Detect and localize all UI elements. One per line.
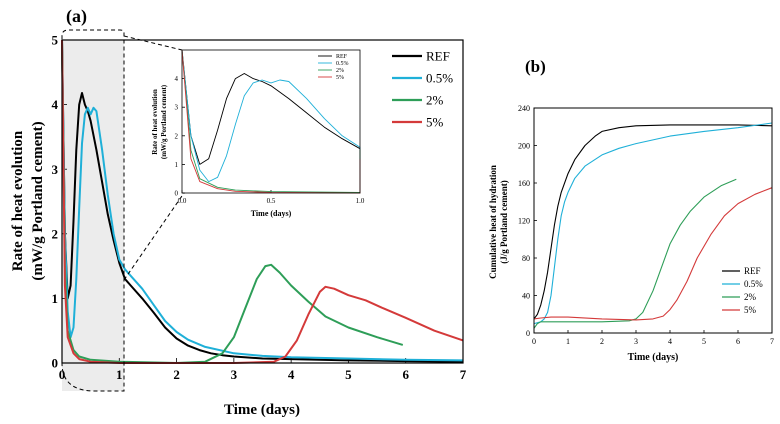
panel-a-series-5pct <box>61 39 464 364</box>
panel-b-ytick-label: 200 <box>518 141 530 150</box>
panel-a-xtick-label: 0 <box>59 367 66 382</box>
panel-a-series-0-5pct <box>61 39 464 362</box>
panel-a-ytick-label: 4 <box>52 97 59 112</box>
zoom-box-outline <box>61 29 125 392</box>
inset-xlabel: Time (days) <box>251 209 292 218</box>
inset-ylabel-line1: Rate of heat evolution <box>151 89 159 155</box>
panel-a-ytick-label: 2 <box>52 226 59 241</box>
panel-b-xtick-label: 0 <box>532 337 536 346</box>
panel-a-xtick-label: 5 <box>345 367 352 382</box>
panel-a-ylabel-line2: (mW/g Portland cement) <box>30 121 46 280</box>
panel-b-label: (b) <box>525 57 546 76</box>
panel-a-ylabel-line1: Rate of heat evolution <box>10 130 26 271</box>
inset-xtick-label: 0.0 <box>178 197 187 205</box>
inset-ytick-label: 1 <box>175 161 179 169</box>
panel-b-legend-label-ref: REF <box>744 266 761 276</box>
panel-a-series <box>61 39 464 364</box>
panel-a-series-2pct <box>61 39 404 364</box>
panel-b-series-5pct <box>533 187 773 321</box>
panel-b-ylabel-line2: (J/g Portland cement) <box>499 180 509 263</box>
panel-b-series-ref <box>533 124 773 320</box>
panel-a-legend-label-5pct: 5% <box>426 115 444 130</box>
panel-a-xtick-label: 6 <box>402 367 409 382</box>
panel-b-ytick-label: 80 <box>522 254 530 263</box>
inset-xtick-label: 0.5 <box>267 197 276 205</box>
panel-b-xtick-label: 2 <box>600 337 604 346</box>
inset-ytick-label: 3 <box>175 104 179 112</box>
panel-b-ytick-label: 240 <box>518 104 530 113</box>
panel-a-xtick-label: 1 <box>116 367 123 382</box>
panel-b-series <box>533 122 773 329</box>
panel-b-series-2pct <box>533 178 737 329</box>
panel-a-ytick-label: 3 <box>52 162 59 177</box>
panel-a-legend-label-0-5pct: 0.5% <box>426 71 453 86</box>
panel-b-xtick-label: 6 <box>736 337 740 346</box>
inset-legend-label-ref: REF <box>336 54 348 60</box>
panel-b-ytick-label: 120 <box>518 216 530 225</box>
panel-b-ticks: 0 1 2 3 4 5 6 7 0 40 80 120 160 200 240 <box>518 104 774 346</box>
panel-b-series-0-5pct <box>533 122 773 325</box>
panel-a-xtick-label: 3 <box>231 367 238 382</box>
panel-a-xlabel: Time (days) <box>224 402 300 418</box>
panel-b-xtick-label: 1 <box>566 337 570 346</box>
panel-b-legend-label-0-5pct: 0.5% <box>744 279 763 289</box>
panel-a-legend-label-2pct: 2% <box>426 93 444 108</box>
panel-a-xtick-label: 7 <box>460 367 467 382</box>
inset-ytick-label: 0 <box>175 189 179 197</box>
panel-b-legend-label-5pct: 5% <box>744 305 757 315</box>
inset-legend-label-5pct: 5% <box>336 75 344 81</box>
panel-b-chart: 0 1 2 3 4 5 6 7 0 40 80 120 160 200 240 Cumulative hea… <box>488 104 774 363</box>
inset-ytick-label: 2 <box>175 132 179 140</box>
panel-b-plot-frame <box>533 107 773 334</box>
inset-ytick-label: 4 <box>175 75 179 83</box>
panel-a-xtick-label: 4 <box>288 367 295 382</box>
inset-plot-frame <box>181 49 361 194</box>
panel-a-ytick-label: 0 <box>52 356 59 371</box>
panel-a-chart: 0 1 2 3 4 5 6 7 0 1 2 3 4 5 Rate of heat evolution (m… <box>10 29 467 418</box>
panel-a-series-ref <box>61 39 464 363</box>
panel-b-ytick-label: 160 <box>518 179 530 188</box>
inset-xtick-label: 1.0 <box>356 197 365 205</box>
panel-b-legend: REF 0.5% 2% 5% <box>722 266 763 315</box>
panel-b-ytick-label: 0 <box>526 329 530 338</box>
panel-a-ytick-label: 5 <box>52 33 59 48</box>
inset-ylabel-line2: (mW/g Portland cement) <box>160 84 168 159</box>
panel-b-xtick-label: 5 <box>702 337 706 346</box>
inset-legend-label-2pct: 2% <box>336 68 344 74</box>
panel-a-ticks: 0 1 2 3 4 5 6 7 0 1 2 3 4 5 <box>52 33 467 382</box>
inset-legend-label-0-5pct: 0.5% <box>336 61 349 67</box>
panel-a-xtick-label: 2 <box>173 367 180 382</box>
panel-b-xtick-label: 3 <box>634 337 638 346</box>
panel-b-ylabel-line1: Cumulative heat of hydration <box>488 165 498 279</box>
panel-a-label: (a) <box>66 6 87 27</box>
inset-chart: 0.0 0.5 1.0 0 1 2 3 4 Rate of heat evolution (m… <box>151 49 365 218</box>
panel-b-legend-label-2pct: 2% <box>744 292 757 302</box>
panel-b-xtick-label: 7 <box>770 337 774 346</box>
zoom-connector-bottom <box>123 192 185 281</box>
panel-a-ytick-label: 1 <box>52 291 59 306</box>
panel-b-xlabel: Time (days) <box>628 352 679 363</box>
panel-b-xtick-label: 4 <box>668 337 672 346</box>
inset-background <box>182 50 360 193</box>
panel-b-ytick-label: 40 <box>522 291 530 300</box>
panel-a-legend-label-ref: REF <box>426 49 450 64</box>
zoom-shaded-region <box>62 40 124 391</box>
zoom-connector-top <box>123 35 183 51</box>
panel-a-legend: REF 0.5% 2% 5% <box>392 49 453 130</box>
